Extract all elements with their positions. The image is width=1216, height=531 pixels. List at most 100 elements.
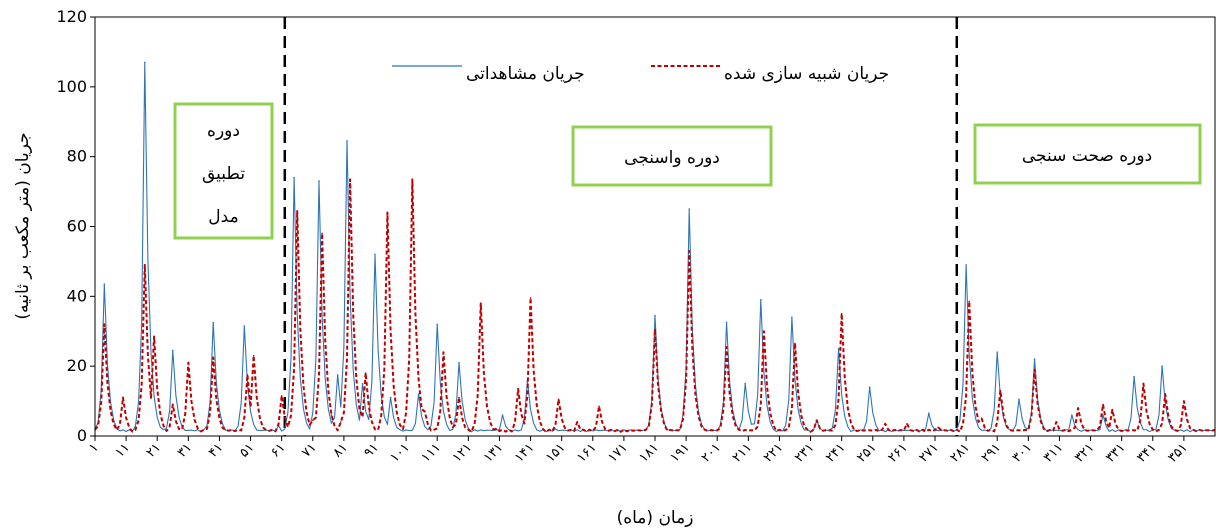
observed-peak-point xyxy=(293,176,295,179)
simulated-peak-point xyxy=(884,422,887,425)
y-tick-label: 120 xyxy=(56,7,87,26)
simulated-peak-point xyxy=(330,414,333,416)
simulated-peak-point xyxy=(1164,393,1167,395)
x-axis-title: زمان (ماه) xyxy=(617,508,694,528)
observed-peak-point xyxy=(103,283,106,285)
observed-peak-point xyxy=(171,349,174,352)
y-axis-ticks: 0 20 40 60 80 100 120 xyxy=(56,7,95,445)
simulated-peak-point xyxy=(122,396,124,399)
simulated-peak-point xyxy=(794,342,796,345)
observed-peak-point xyxy=(212,321,215,324)
simulated-peak-point xyxy=(968,300,971,303)
simulated-peak-point xyxy=(386,211,389,214)
annotation-box xyxy=(173,102,274,240)
observed-peak-point xyxy=(868,386,871,388)
simulated-peak-point xyxy=(1142,382,1145,385)
observed-peak-point xyxy=(417,393,420,395)
simulated-peak-point xyxy=(296,209,299,212)
observed-peak-point xyxy=(243,325,246,327)
simulated-peak-point xyxy=(576,421,579,423)
simulated-peak-point xyxy=(153,335,155,338)
legend-label-simulated: جریان شبیه سازی شده xyxy=(724,64,889,84)
observed-peak-point xyxy=(1102,414,1104,416)
simulated-peak-point xyxy=(815,419,818,422)
observed-peak-point xyxy=(996,351,999,354)
observed-peak-point xyxy=(318,180,320,182)
observed-peak-point xyxy=(1033,358,1036,360)
observed-peak-point xyxy=(346,140,348,142)
simulated-peak-point xyxy=(442,351,445,354)
y-axis-title: جریان (متر مکعب بر ثانیه) xyxy=(13,132,33,319)
simulated-peak-point xyxy=(321,232,323,235)
annotation-line: دوره xyxy=(207,121,240,141)
simulated-peak-point xyxy=(725,346,728,348)
observed-peak-point xyxy=(1161,365,1163,367)
observed-peak-point xyxy=(688,208,691,210)
y-tick-label: 80 xyxy=(67,147,87,166)
simulated-peak-point xyxy=(1183,400,1185,402)
simulated-peak-point xyxy=(311,419,314,422)
simulated-peak-point xyxy=(143,264,146,266)
simulated-peak-point xyxy=(1055,421,1058,423)
annotation-line: تطبیق xyxy=(202,164,245,184)
simulated-peak-point xyxy=(212,356,215,359)
simulated-peak-point xyxy=(495,428,498,430)
simulated-peak-point xyxy=(246,374,249,376)
simulated-peak-point xyxy=(529,297,532,299)
period-dividers xyxy=(283,17,959,436)
simulated-peak-point xyxy=(598,405,600,408)
legend-item-simulated: جریان شبیه سازی شده xyxy=(651,64,889,84)
annotation-calibration-period: دوره واسنجی xyxy=(571,125,773,187)
observed-peak-point xyxy=(791,316,793,319)
observed-peak-point xyxy=(389,396,392,399)
observed-peak-point xyxy=(336,374,339,376)
observed-peak-point xyxy=(554,428,557,430)
simulated-peak-point xyxy=(688,250,691,252)
annotation-box xyxy=(973,123,1202,185)
observed-peak-point xyxy=(374,253,376,256)
observed-peak-point xyxy=(725,321,728,324)
annotation-validation-period: دوره صحت سنجی xyxy=(973,123,1202,185)
observed-peak-point xyxy=(654,314,656,317)
annotation-box xyxy=(571,125,773,187)
observed-peak-point xyxy=(143,61,146,64)
simulated-peak-point xyxy=(1111,409,1114,411)
observed-peak-point xyxy=(759,299,762,301)
observed-peak-point xyxy=(458,361,460,364)
simulated-peak-point xyxy=(280,395,283,397)
simulated-peak-point xyxy=(840,312,843,315)
annotation-line: دوره واسنجی xyxy=(624,148,720,168)
simulated-peak-point xyxy=(763,330,765,333)
observed-peak-point xyxy=(1018,398,1020,401)
y-tick-label: 40 xyxy=(67,286,87,305)
simulated-peak-point xyxy=(339,421,342,423)
simulated-peak-point xyxy=(1033,368,1036,371)
annotation-line: مدل xyxy=(208,207,238,227)
y-tick-label: 100 xyxy=(56,77,87,96)
observed-peak-point xyxy=(361,382,364,385)
simulated-peak-point xyxy=(364,372,367,374)
y-tick-label: 0 xyxy=(77,426,87,445)
simulated-peak-point xyxy=(479,302,482,305)
simulated-peak-point xyxy=(458,396,460,399)
simulated-peak-point xyxy=(1077,407,1079,409)
legend-item-observed: جریان مشاهداتی xyxy=(392,64,585,84)
simulated-peak-point xyxy=(980,417,983,420)
simulated-peak-point xyxy=(654,328,656,331)
series-layer xyxy=(94,61,1216,433)
simulated-peak-point xyxy=(103,323,106,326)
simulated-peak-point xyxy=(411,178,414,181)
simulated-peak-point xyxy=(423,410,426,413)
plot-area-border xyxy=(94,16,1216,437)
y-tick-label: 60 xyxy=(67,217,87,236)
annotation-line: دوره صحت سنجی xyxy=(1022,146,1152,166)
simulated-peak-point xyxy=(517,388,519,390)
simulated-peak-point xyxy=(906,422,908,425)
observed-peak-point xyxy=(436,323,439,326)
observed-peak-point xyxy=(501,414,504,416)
observed-peak-point xyxy=(965,264,967,266)
observed-peak-point xyxy=(744,382,747,385)
simulated-peak-point xyxy=(557,398,560,401)
simulated-peak-point xyxy=(349,178,351,181)
simulated-peak-point xyxy=(999,389,1002,392)
